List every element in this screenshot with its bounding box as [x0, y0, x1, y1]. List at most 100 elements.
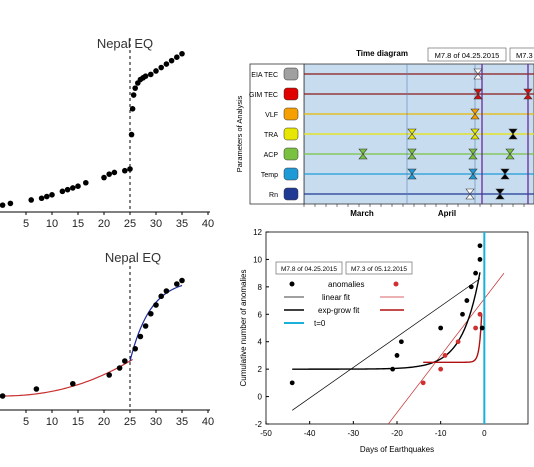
- legend-label: exp-grow fit: [318, 306, 360, 315]
- anomaly-point: [289, 380, 295, 386]
- x-tick-label: 30: [150, 218, 162, 230]
- anomaly-point: [477, 311, 483, 317]
- data-point: [137, 333, 144, 340]
- y-tick-label: 4: [258, 338, 263, 347]
- anomaly-point: [460, 311, 465, 317]
- chart-title: Nepal EQ: [97, 36, 153, 51]
- data-point: [158, 64, 164, 71]
- exp-fit-red: [423, 314, 483, 363]
- data-point: [44, 193, 50, 200]
- row-label: ACP: [264, 152, 279, 159]
- anomaly-point: [464, 298, 470, 303]
- x-tick-label: -10: [435, 429, 447, 438]
- row-label: TRA: [264, 132, 278, 139]
- data-point: [127, 166, 133, 172]
- anomaly-point: [477, 243, 483, 249]
- x-tick-label: 10: [46, 218, 58, 230]
- data-point: [101, 174, 107, 181]
- data-point: [168, 57, 175, 64]
- anomaly-point: [468, 284, 474, 290]
- x-tick-label: 15: [72, 416, 84, 428]
- y-tick-label: 10: [253, 255, 262, 264]
- x-tick-label: 5: [23, 416, 29, 428]
- data-point: [142, 323, 149, 329]
- x-tick-label: 35: [176, 218, 188, 230]
- row-label: Rn: [269, 192, 278, 199]
- data-point: [59, 188, 66, 195]
- x-tick-label: 40: [202, 218, 214, 230]
- x-tick-label: 15: [72, 218, 84, 230]
- data-point: [130, 92, 137, 98]
- chart-title: Time diagram: [356, 49, 408, 58]
- row-label: VLF: [265, 112, 278, 119]
- data-point: [116, 365, 123, 371]
- x-tick-label: 20: [98, 218, 110, 230]
- data-point: [148, 71, 154, 78]
- data-point: [148, 310, 154, 317]
- hourglass-marker: [505, 148, 515, 160]
- data-point: [174, 54, 180, 60]
- data-point: [106, 171, 112, 177]
- hourglass-marker: [358, 148, 368, 160]
- data-point: [70, 380, 76, 387]
- data-point: [49, 192, 55, 198]
- y-tick-label: 6: [258, 310, 263, 319]
- y-tick-label: 12: [253, 228, 262, 237]
- x-tick-label: 40: [202, 416, 214, 428]
- data-point: [106, 372, 112, 378]
- anomaly-point: [420, 380, 426, 386]
- hourglass-marker: [407, 168, 417, 180]
- anomaly-point: [398, 339, 404, 345]
- fit-curve-red: [0, 358, 133, 397]
- chart-time-diagram: Time diagram M7.8 of 04.25.2015 M7.3 Parame…: [232, 46, 534, 218]
- nepal-scatter-chart: 5 10 15 20 25 30 35 40 Nepal EQ: [0, 36, 214, 230]
- data-point: [83, 179, 89, 186]
- legend-marker: [289, 281, 295, 287]
- x-tick-label: -30: [348, 429, 360, 438]
- legend-label: t=0: [314, 319, 326, 328]
- row-icon: [283, 127, 299, 141]
- data-point: [122, 167, 128, 174]
- row-icon: [283, 107, 299, 121]
- data-point: [38, 195, 45, 202]
- data-point: [122, 358, 128, 364]
- row-icon: [283, 147, 299, 161]
- data-point: [111, 169, 118, 176]
- data-point: [0, 202, 6, 208]
- event-label-box: [275, 261, 343, 275]
- hourglass-marker: [465, 188, 475, 200]
- x-tick-label: 5: [23, 218, 29, 230]
- anomaly-point: [438, 325, 444, 331]
- hourglass-marker: [495, 188, 505, 200]
- time-diagram-chart: Time diagram M7.8 of 04.25.2015 M7.3 Parame…: [235, 47, 534, 218]
- x-tick-label: 30: [150, 416, 162, 428]
- anomaly-point: [479, 325, 485, 331]
- nepal-fit-chart: 5 10 15 20 25 30 35 40 Nepal EQ: [0, 250, 214, 428]
- y-axis-label: Cumulative number of anomalies: [239, 270, 248, 387]
- event-label: M7.3: [516, 51, 533, 60]
- data-point: [153, 302, 159, 308]
- x-tick-label: 35: [176, 416, 188, 428]
- linear-fit-red: [387, 272, 505, 425]
- row-icon: [283, 167, 299, 181]
- hourglass-marker: [473, 88, 483, 100]
- x-tick-label: 20: [98, 416, 110, 428]
- legend-label: anomalies: [328, 280, 364, 289]
- y-tick-label: 2: [258, 365, 263, 374]
- linear-fit-black: [291, 278, 481, 411]
- row-label: GIM TEC: [249, 92, 278, 99]
- data-point: [163, 288, 170, 294]
- hourglass-marker: [508, 128, 518, 140]
- data-point: [174, 281, 180, 287]
- hourglass-marker: [468, 168, 478, 180]
- data-point: [179, 277, 185, 284]
- data-point: [33, 386, 40, 392]
- data-point: [142, 73, 149, 79]
- month-label: March: [350, 209, 374, 218]
- event-label: M7.3 of 05.12.2015: [351, 266, 407, 273]
- exp-fit-black: [292, 272, 481, 370]
- data-point: [129, 106, 136, 112]
- y-tick-label: -2: [255, 420, 263, 429]
- data-point: [158, 293, 164, 300]
